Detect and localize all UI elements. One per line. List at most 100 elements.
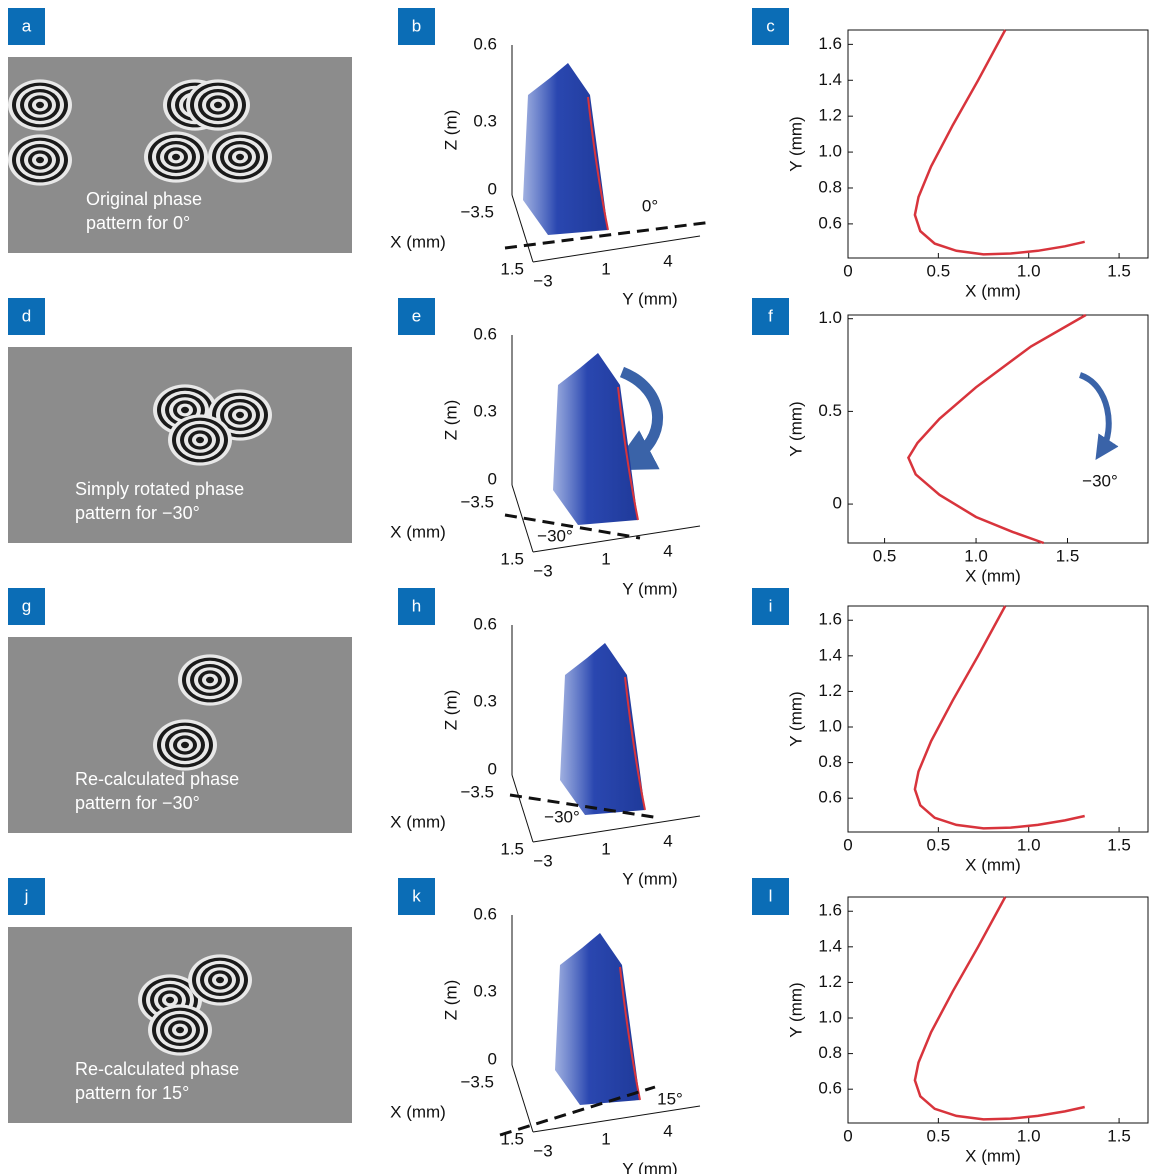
y-tick-label: 1.2	[818, 972, 842, 991]
panel-label-box	[398, 588, 435, 625]
y-tick-label: 1.6	[818, 34, 842, 53]
panel-label: a	[22, 16, 32, 35]
angle-line	[504, 513, 641, 540]
fringe	[206, 676, 214, 684]
z-tick-label: 0.6	[473, 904, 497, 923]
phase-caption: Simply rotated phase	[75, 479, 244, 499]
y-tick-label: 1	[601, 1129, 610, 1148]
x-tick-label: 1.0	[964, 546, 988, 565]
panel-label: e	[412, 306, 421, 325]
fringe	[236, 411, 244, 419]
x-axis	[511, 1064, 534, 1133]
z-tick-label: 0.6	[473, 34, 497, 53]
y-axis-label: Y (mm)	[622, 579, 677, 598]
panel-label-box	[8, 8, 45, 45]
y-tick-label: 1	[601, 549, 610, 568]
phase-caption: Re-calculated phase	[75, 769, 239, 789]
z-tick-label: 0	[488, 179, 497, 198]
y-tick-label: 1.2	[818, 106, 842, 125]
data-line	[913, 896, 1085, 1121]
x-tick-label: 1.0	[1017, 1126, 1041, 1145]
panel-label-box	[752, 588, 789, 625]
x-axis-label: X (mm)	[390, 522, 446, 541]
z-tick-label: 0.6	[473, 614, 497, 633]
z-tick-label: 0.3	[473, 981, 497, 1000]
z-tick-label: 0	[488, 1049, 497, 1068]
panel-label-box	[398, 298, 435, 335]
x-tick-label: 0	[843, 261, 852, 280]
z-tick-label: 0.3	[473, 691, 497, 710]
y-tick-label: 1.6	[818, 901, 842, 920]
x-tick-label: 0.5	[873, 546, 897, 565]
y-axis-label: Y (mm)	[622, 289, 677, 308]
z-tick-label: 0.6	[473, 324, 497, 343]
phase-caption: pattern for 15°	[75, 1083, 189, 1103]
panel-label: l	[769, 886, 773, 905]
x-tick-label: 1.5	[500, 259, 524, 278]
x-tick-label: 0.5	[927, 835, 951, 854]
panel-label-box	[752, 8, 789, 45]
y-tick-label: 1.4	[818, 936, 842, 955]
y-tick-label: 0.6	[818, 1079, 842, 1098]
data-line	[913, 29, 1085, 256]
plot-frame	[847, 896, 1149, 1124]
annotation: −30°	[1082, 471, 1118, 490]
x-tick-label: 0	[843, 835, 852, 854]
z-tick-label: 0	[488, 759, 497, 778]
y-tick-label: 4	[663, 831, 672, 850]
z-tick-label: 0.3	[473, 111, 497, 130]
panel-label-box	[752, 298, 789, 335]
data-line	[913, 605, 1085, 830]
fringe	[181, 406, 189, 414]
x-tick-label: −3.5	[460, 492, 494, 511]
panel-label: j	[24, 886, 29, 905]
z-axis-label: Z (m)	[441, 980, 460, 1021]
panel-label-box	[752, 878, 789, 915]
fringe	[196, 436, 204, 444]
y-axis-label: Y (mm)	[786, 401, 805, 456]
y-tick-label: 1.6	[818, 610, 842, 629]
rotation-arrow	[1078, 372, 1119, 461]
x-axis	[511, 194, 534, 263]
y-axis	[532, 1105, 701, 1133]
x-tick-label: −3.5	[460, 782, 494, 801]
trajectory	[587, 96, 609, 231]
data-line	[906, 313, 1087, 545]
x-tick-label: 1.5	[1107, 1126, 1131, 1145]
panel-label-box	[8, 878, 45, 915]
fringe	[236, 153, 244, 161]
y-axis-label: Y (mm)	[622, 1159, 677, 1174]
trajectory	[619, 966, 641, 1101]
fringe	[36, 101, 44, 109]
x-axis-label: X (mm)	[965, 566, 1021, 585]
y-axis	[532, 235, 701, 263]
fringe	[214, 101, 222, 109]
beam-volume	[560, 643, 645, 815]
y-tick-label: −3	[533, 1141, 552, 1160]
rotation-arrow	[610, 366, 663, 471]
x-tick-label: 0.5	[927, 261, 951, 280]
z-axis-label: Z (m)	[441, 110, 460, 151]
y-tick-label: 4	[663, 541, 672, 560]
angle-label: 15°	[657, 1089, 683, 1108]
x-tick-label: 1.0	[1017, 835, 1041, 854]
y-tick-label: 1	[601, 839, 610, 858]
y-axis-label: Y (mm)	[786, 691, 805, 746]
x-tick-label: 1.5	[500, 549, 524, 568]
y-tick-label: 1.0	[818, 308, 842, 327]
angle-label: −30°	[544, 807, 580, 826]
y-tick-label: −3	[533, 561, 552, 580]
x-tick-label: 1.5	[1107, 835, 1131, 854]
y-tick-label: 1.0	[818, 1007, 842, 1026]
angle-line	[509, 793, 661, 820]
y-tick-label: 0	[833, 494, 842, 513]
panel-label: h	[412, 596, 421, 615]
plot-frame	[847, 29, 1149, 259]
panel-label: g	[22, 596, 31, 615]
x-tick-label: 1.0	[1017, 261, 1041, 280]
y-tick-label: 1.0	[818, 142, 842, 161]
x-axis-label: X (mm)	[965, 281, 1021, 300]
x-axis-label: X (mm)	[965, 1146, 1021, 1165]
phase-caption: Re-calculated phase	[75, 1059, 239, 1079]
